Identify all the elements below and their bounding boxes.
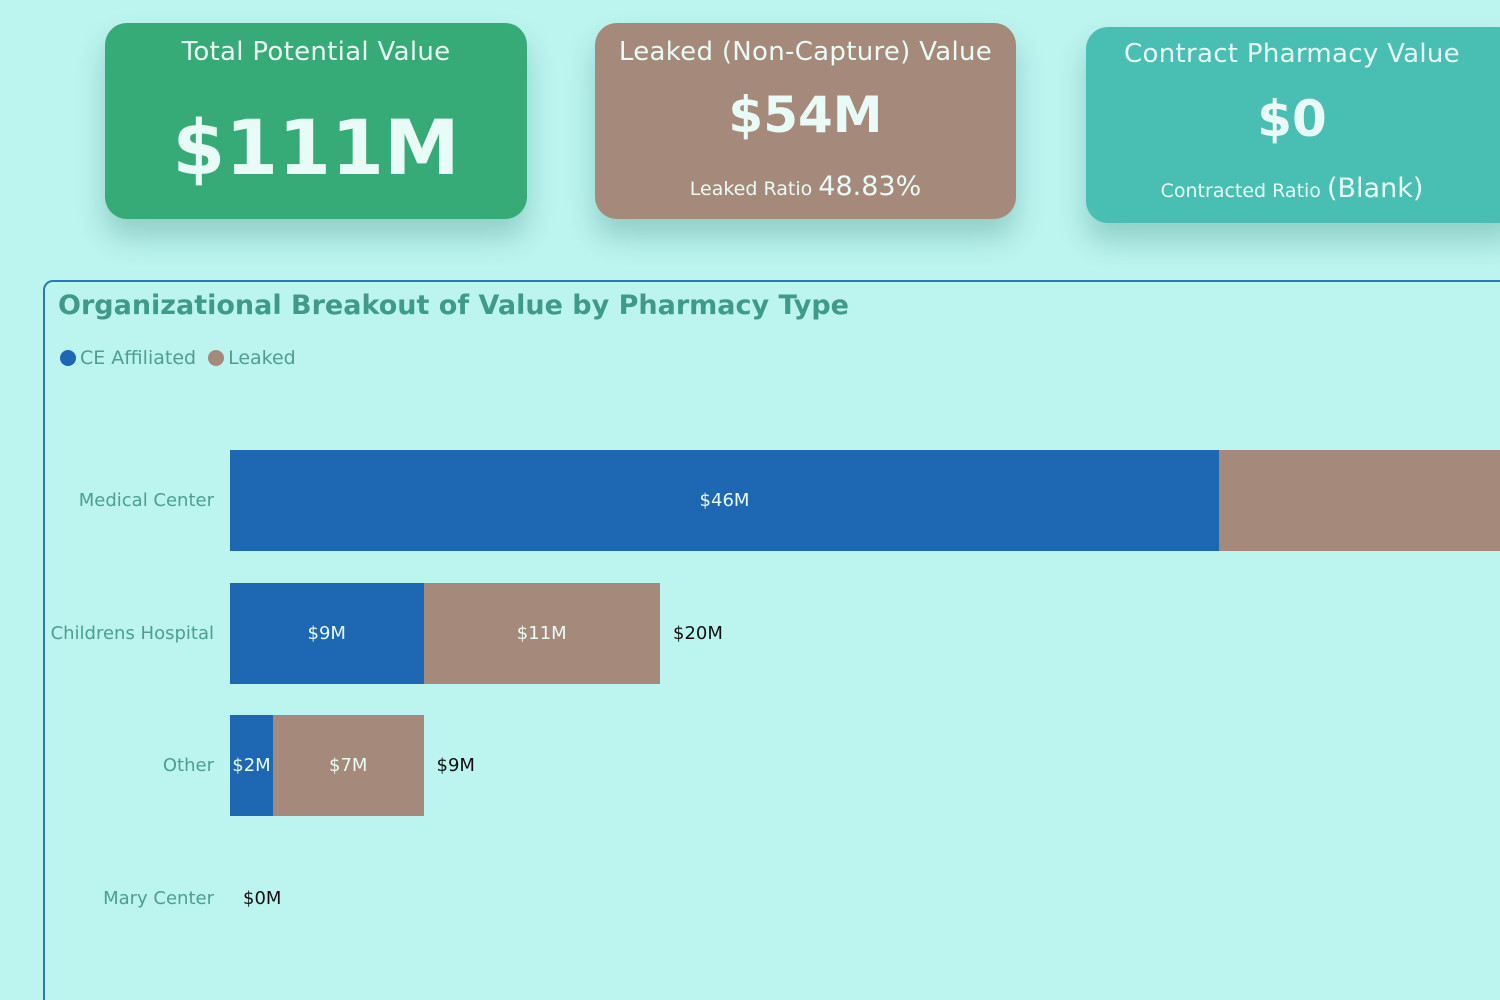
legend-label: CE Affiliated [80, 347, 197, 369]
card-value: $111M [172, 103, 460, 192]
category-label: Childrens Hospital [50, 622, 214, 644]
category-label: Other [162, 754, 214, 776]
leaked-ratio: Leaked Ratio 48.83% [595, 171, 1016, 202]
contracted-ratio: Contracted Ratio (Blank) [1086, 173, 1500, 204]
data-label: $46M [699, 490, 750, 511]
card-value: $0 [1257, 90, 1327, 148]
category-label: Mary Center [103, 887, 214, 909]
card-value: $54M [728, 86, 883, 144]
card-title: Contract Pharmacy Value [1124, 39, 1460, 69]
category-label: Medical Center [78, 489, 214, 511]
legend-dot-icon [60, 350, 76, 366]
legend-item-leaked[interactable]: Leaked [208, 347, 296, 369]
data-label: $2M [232, 755, 271, 776]
chart-title: Organizational Breakout of Value by Phar… [58, 290, 849, 321]
bar-ce-affiliated[interactable]: $46M [230, 450, 1219, 551]
ratio-label: Contracted Ratio [1160, 180, 1321, 202]
bar-leaked[interactable]: $11M [423, 583, 660, 684]
chart-panel[interactable] [43, 280, 1500, 1000]
total-label: $9M [436, 754, 475, 776]
contract-pharmacy-value-card[interactable]: Contract Pharmacy Value $0 Contracted Ra… [1086, 27, 1500, 223]
card-title: Leaked (Non-Capture) Value [618, 37, 993, 67]
total-label: $0M [243, 887, 282, 909]
bar-leaked[interactable]: $7M [273, 715, 424, 816]
legend-dot-icon [208, 350, 225, 366]
bar-leaked[interactable] [1219, 450, 1500, 551]
data-label: $9M [307, 623, 346, 644]
leaked-value-card[interactable]: Leaked (Non-Capture) Value $54M Leaked R… [595, 23, 1016, 219]
total-label: $20M [673, 622, 723, 644]
ratio-value: 48.83% [818, 171, 922, 202]
bar-ce-affiliated[interactable]: $2M [230, 715, 273, 816]
data-label: $7M [329, 755, 368, 776]
chart-legend: CE Affiliated Leaked [60, 347, 308, 369]
ratio-label: Leaked Ratio [689, 178, 813, 200]
legend-item-ce-affiliated[interactable]: CE Affiliated [60, 347, 196, 369]
card-title: Total Potential Value [181, 37, 451, 67]
legend-label: Leaked [228, 347, 296, 369]
bar-ce-affiliated[interactable]: $9M [230, 583, 424, 684]
data-label: $11M [516, 623, 567, 644]
total-potential-value-card[interactable]: Total Potential Value $111M [105, 23, 527, 219]
ratio-value: (Blank) [1326, 173, 1424, 204]
